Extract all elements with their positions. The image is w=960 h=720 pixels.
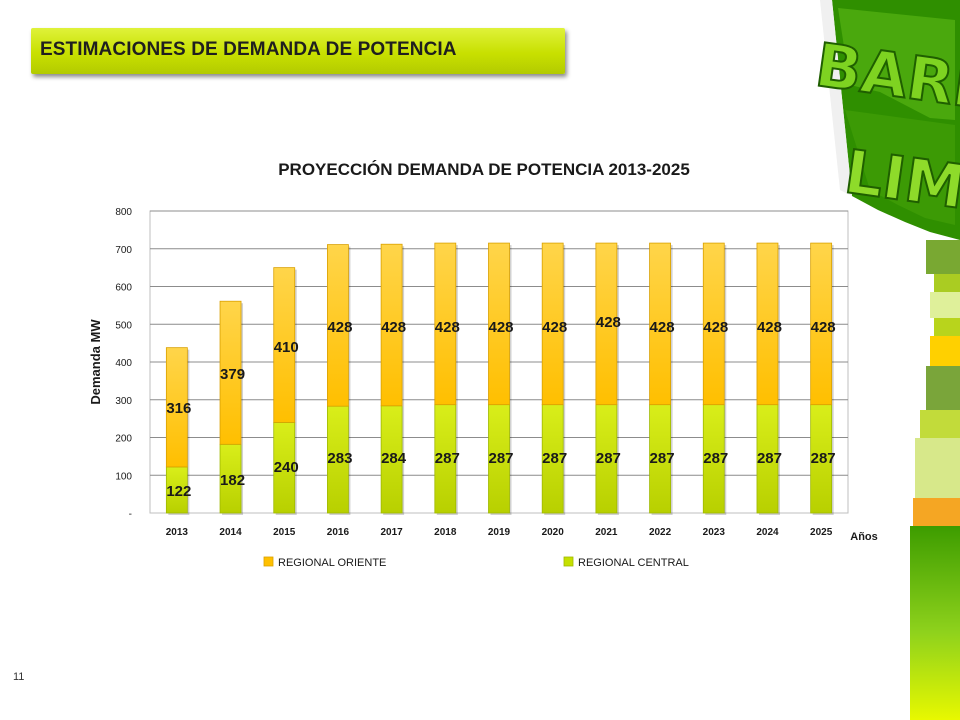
x-tick-label: 2013 [166,527,189,538]
bar-segment-regional-oriente [327,244,349,407]
y-tick-label: 600 [115,283,132,294]
x-axis-label: Años [850,531,878,543]
data-label-regional-central: 287 [703,450,728,467]
x-tick-label: 2021 [595,527,618,538]
data-label-regional-oriente: 428 [435,319,460,336]
x-tick-label: 2025 [810,527,833,538]
x-tick-label: 2022 [649,527,672,538]
banner-title: ESTIMACIONES DE DEMANDA DE POTENCIA [40,39,457,60]
y-tick-label: 300 [115,396,132,407]
y-tick-label: - [129,509,132,520]
y-tick-label: 500 [115,320,132,331]
data-label-regional-central: 287 [542,450,567,467]
data-label-regional-oriente: 428 [542,319,567,336]
bar-segment-regional-oriente [649,242,671,406]
legend: REGIONAL ORIENTE REGIONAL CENTRAL [263,556,689,569]
data-label-regional-oriente: 428 [488,319,513,336]
data-label-regional-oriente: 428 [811,319,836,336]
data-label-regional-central: 182 [220,472,245,489]
x-tick-label: 2016 [327,527,350,538]
title-banner: ESTIMACIONES DE DEMANDA DE POTENCIA [31,28,565,74]
bar-segment-regional-oriente [273,267,296,423]
bar-segment-regional-oriente [702,242,725,406]
bar-segment-regional-oriente [219,300,242,445]
bar-segment-regional-oriente [810,242,833,406]
brand-logo: BARI LIM [810,0,960,240]
x-tick-label: 2024 [756,527,779,538]
color-stripe [910,240,960,720]
x-tick-label: 2019 [488,527,511,538]
x-tick-label: 2017 [380,527,403,538]
y-tick-label: 100 [115,471,132,482]
page-number: 11 [13,671,25,683]
data-label-regional-oriente: 428 [650,319,675,336]
legend-label: REGIONAL CENTRAL [578,557,689,569]
y-tick-label: 700 [115,245,132,256]
y-axis-ticks: - 100 200 300 400 500 600 700 800 [115,207,132,520]
data-label-regional-oriente: 379 [220,366,245,383]
data-label-regional-oriente: 428 [381,319,406,336]
bar-segment-regional-oriente [434,242,457,406]
brand-text-2: LIM [840,137,960,223]
x-tick-label: 2023 [703,527,726,538]
data-label-regional-central: 287 [488,450,513,467]
data-label-regional-central: 283 [327,450,352,467]
data-label-regional-oriente: 428 [757,319,782,336]
data-label-regional-central: 287 [650,450,675,467]
bars: 122 316 182 379 240 410 283 428 284 428 287 428 287 4… [165,242,836,515]
legend-swatch [263,556,274,567]
data-label-regional-central: 284 [381,450,407,467]
data-label-regional-central: 287 [435,450,460,467]
bar-segment-regional-oriente [595,242,618,406]
data-label-regional-central: 287 [757,450,782,467]
data-label-regional-oriente: 428 [327,319,352,336]
x-tick-label: 2014 [219,527,242,538]
bar-segment-regional-oriente [541,242,564,406]
data-label-regional-oriente: 410 [274,339,299,356]
data-label-regional-central: 287 [596,450,621,467]
data-label-regional-oriente: 428 [596,314,621,331]
data-label-regional-central: 287 [811,450,836,467]
bar-segment-regional-oriente [165,347,188,468]
legend-swatch [563,556,574,567]
data-label-regional-central: 122 [166,483,191,500]
x-axis-ticks: 2013 2014 2015 2016 2017 2018 2019 2020 2021 2022… [166,527,833,538]
bar-segment-regional-oriente [380,243,403,407]
data-label-regional-oriente: 316 [166,400,191,417]
y-tick-label: 400 [115,358,132,369]
x-tick-label: 2020 [542,527,565,538]
y-tick-label: 200 [115,434,132,445]
data-label-regional-central: 240 [274,459,299,476]
bar-segment-regional-oriente [756,242,779,406]
y-tick-label: 800 [115,207,132,218]
x-tick-label: 2018 [434,527,457,538]
y-axis-label: Demanda MW [88,319,103,405]
data-label-regional-oriente: 428 [703,319,728,336]
x-tick-label: 2015 [273,527,296,538]
chart-title: PROYECCIÓN DEMANDA DE POTENCIA 2013-2025 [278,160,690,179]
bar-segment-regional-oriente [488,242,510,406]
legend-label: REGIONAL ORIENTE [278,557,386,569]
